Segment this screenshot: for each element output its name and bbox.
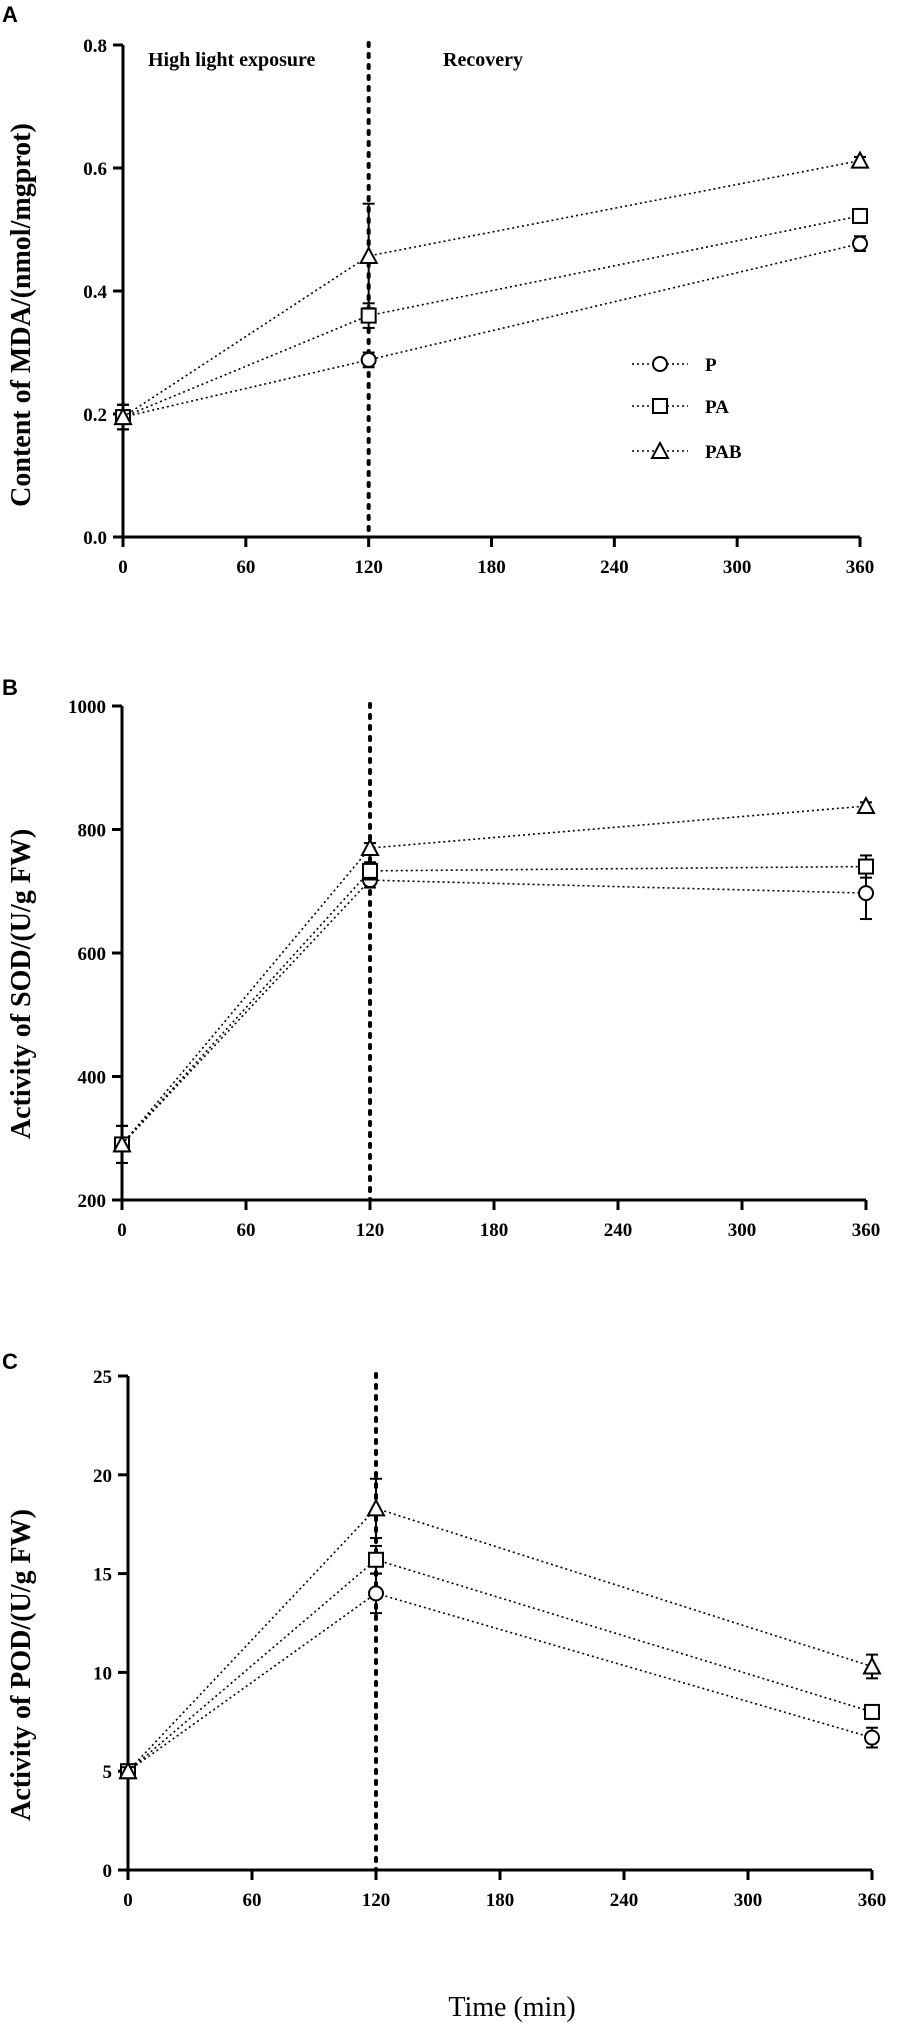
data-point-pab xyxy=(113,406,133,426)
data-point-pa xyxy=(368,1551,384,1568)
x-tick-label: 360 xyxy=(852,1220,881,1241)
y-tick-label: 200 xyxy=(78,1191,107,1212)
data-point-pa xyxy=(852,207,868,224)
data-point-pab xyxy=(862,1656,882,1675)
legend-label-pa: PA xyxy=(705,397,729,418)
x-tick-label: 360 xyxy=(858,1890,887,1911)
y-tick-label: 10 xyxy=(93,1663,112,1684)
y-tick-label: 20 xyxy=(93,1466,112,1487)
legend-label-pab: PAB xyxy=(705,442,742,463)
data-point-pab xyxy=(360,837,380,857)
annotation-high-light-exposure: High light exposure xyxy=(148,49,316,71)
panel-b: B 200 400 600 800 1000 0 60 120 180 240 300 360 Act… xyxy=(2,675,880,1241)
x-tick-label: 0 xyxy=(118,557,128,578)
legend-marker-square xyxy=(652,398,668,414)
x-tick-label: 180 xyxy=(477,557,506,578)
data-point-p xyxy=(852,235,868,252)
x-tick-label: 360 xyxy=(846,557,875,578)
x-tick-label: 180 xyxy=(480,1220,509,1241)
x-tick-label: 120 xyxy=(354,557,383,578)
x-tick-label: 120 xyxy=(362,1890,391,1911)
series-line-pab xyxy=(121,805,867,1145)
data-point-pab xyxy=(366,1498,386,1517)
panel-letter-a: A xyxy=(2,2,18,27)
data-point-pab xyxy=(118,1761,138,1780)
y-tick-label: 0.6 xyxy=(83,159,107,180)
series-line-pa xyxy=(121,865,867,1145)
x-tick-label: 60 xyxy=(236,557,255,578)
legend-marker-circle xyxy=(652,356,668,372)
annotation-recovery: Recovery xyxy=(443,49,523,71)
x-tick-label: 240 xyxy=(610,1890,639,1911)
panel-letter-c: C xyxy=(2,1349,18,1374)
data-point-p xyxy=(864,1729,880,1746)
legend: P PA PAB xyxy=(632,355,742,463)
y-tick-label: 15 xyxy=(93,1565,112,1586)
panel-c: C 0 5 10 15 20 25 0 60 120 180 240 300 360 Activity … xyxy=(2,1349,886,2023)
x-tick-label: 300 xyxy=(723,557,752,578)
series-line-p xyxy=(127,1592,873,1772)
y-tick-label: 400 xyxy=(78,1068,107,1089)
panel-letter-b: B xyxy=(2,675,18,700)
y-tick-label: 25 xyxy=(93,1367,112,1388)
x-tick-label: 0 xyxy=(123,1890,133,1911)
data-point-p xyxy=(360,351,377,368)
data-point-pa xyxy=(362,862,378,879)
series-line-p xyxy=(122,242,861,418)
legend-marker-triangle xyxy=(650,440,670,459)
x-axis-label-time: Time (min) xyxy=(448,1992,575,2023)
y-tick-label: 5 xyxy=(103,1762,113,1783)
series-line-p xyxy=(121,879,867,1145)
data-point-p xyxy=(858,885,874,902)
y-tick-label: 0.2 xyxy=(83,405,107,426)
y-tick-label: 800 xyxy=(78,821,107,842)
x-tick-label: 180 xyxy=(486,1890,515,1911)
y-axis-label-mda: Content of MDA/(nmol/mgprot) xyxy=(6,123,37,507)
data-point-p xyxy=(368,1585,384,1602)
x-tick-label: 0 xyxy=(117,1220,127,1241)
data-point-pab xyxy=(358,245,379,264)
series-line-pa xyxy=(122,215,861,418)
x-tick-label: 240 xyxy=(604,1220,633,1241)
y-axis-label-pod: Activity of POD/(U/g FW) xyxy=(6,1509,37,1821)
data-point-pab xyxy=(856,795,876,815)
series-line-pab xyxy=(127,1507,873,1772)
y-axis-label-sod: Activity of SOD/(U/g FW) xyxy=(6,829,37,1139)
data-point-pab xyxy=(850,150,870,169)
data-point-pa xyxy=(360,307,377,324)
data-point-pa xyxy=(864,1703,880,1720)
y-tick-label: 0 xyxy=(103,1861,113,1882)
panel-a: A 0.0 0.2 0.4 0.6 0.8 0 60 120 180 240 300 360 Cont… xyxy=(2,2,874,578)
legend-label-p: P xyxy=(705,355,717,376)
x-tick-label: 300 xyxy=(734,1890,763,1911)
y-tick-label: 0.0 xyxy=(83,528,107,549)
y-tick-label: 0.8 xyxy=(83,36,107,57)
x-tick-label: 120 xyxy=(356,1220,385,1241)
data-point-pab xyxy=(112,1134,132,1153)
y-tick-label: 1000 xyxy=(68,697,106,718)
series-line-pab xyxy=(122,159,861,418)
x-tick-label: 60 xyxy=(243,1890,262,1911)
data-point-pa xyxy=(858,858,874,875)
x-tick-label: 240 xyxy=(600,557,629,578)
x-tick-label: 60 xyxy=(237,1220,256,1241)
series-line-pa xyxy=(127,1558,873,1772)
x-tick-label: 300 xyxy=(728,1220,757,1241)
y-tick-label: 600 xyxy=(78,944,107,965)
y-tick-label: 0.4 xyxy=(83,282,107,303)
